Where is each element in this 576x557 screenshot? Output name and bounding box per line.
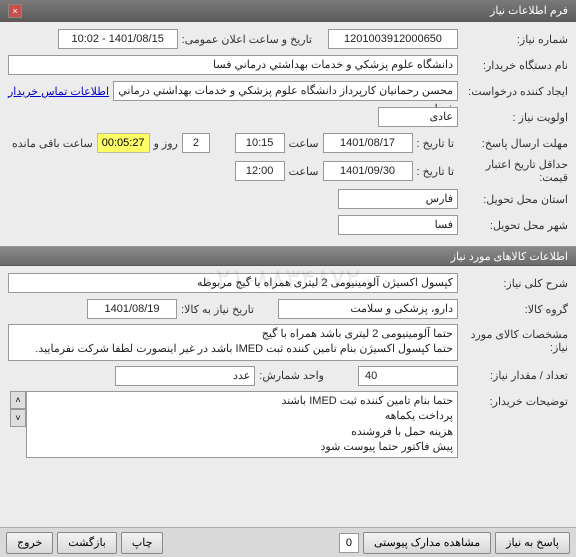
back-button[interactable]: بازگشت	[57, 532, 117, 554]
min-valid-time: 12:00	[235, 161, 285, 181]
group-label: گروه کالا:	[458, 303, 568, 316]
exit-button[interactable]: خروج	[6, 532, 53, 554]
buyer-notes-label: توضیحات خریدار:	[458, 391, 568, 459]
min-valid-label: حداقل تاریخ اعتبار قیمت:	[458, 158, 568, 184]
city-label: شهر محل تحویل:	[458, 219, 568, 232]
qty-value: 40	[358, 366, 458, 386]
deadline-time: 10:15	[235, 133, 285, 153]
spec-label: مشخصات کالای مورد نیاز:	[458, 324, 568, 354]
window-titlebar: فرم اطلاعات نیاز ×	[0, 0, 576, 22]
need-info-panel: شماره نیاز: 1201003912000650 تاریخ و ساع…	[0, 22, 576, 246]
close-icon[interactable]: ×	[8, 4, 22, 18]
need-date-value: 1401/08/19	[87, 299, 177, 319]
province-value: فارس	[338, 189, 458, 209]
remaining-label: ساعت باقی مانده	[8, 137, 97, 150]
priority-value: عادی	[378, 107, 458, 127]
need-number-label: شماره نیاز:	[458, 33, 568, 46]
countdown-timer: 00:05:27	[97, 133, 150, 153]
qty-label: تعداد / مقدار نیاز:	[458, 369, 568, 382]
need-date-label: تاریخ نیاز به کالا:	[177, 303, 258, 316]
buyer-notes-value[interactable]	[26, 391, 458, 459]
group-value: دارو، پزشکی و سلامت	[278, 299, 458, 319]
priority-label: اولویت نیاز :	[458, 111, 568, 124]
deadline-time-label: ساعت	[285, 137, 323, 150]
unit-value: عدد	[115, 366, 255, 386]
print-button[interactable]: چاپ	[121, 532, 164, 554]
days-and-label: روز و	[150, 137, 182, 150]
window-title: فرم اطلاعات نیاز	[490, 0, 568, 22]
min-valid-date: 1401/09/30	[323, 161, 413, 181]
city-value: فسا	[338, 215, 458, 235]
desc-label: شرح کلی نیاز:	[458, 277, 568, 290]
footer-toolbar: پاسخ به نیاز مشاهده مدارک پیوستی 0 چاپ ب…	[0, 527, 576, 557]
deadline-date: 1401/08/17	[323, 133, 413, 153]
attachments-count: 0	[339, 533, 359, 553]
reply-button[interactable]: پاسخ به نیاز	[495, 532, 570, 554]
scroll-down-icon[interactable]: ˅	[10, 409, 26, 427]
attachments-button[interactable]: مشاهده مدارک پیوستی	[363, 532, 491, 554]
creator-label: ایجاد کننده درخواست:	[458, 85, 568, 98]
buyer-value: دانشگاه علوم پزشکي و خدمات بهداشتي درمان…	[8, 55, 458, 75]
items-panel: شرح کلی نیاز: کپسول اکسیژن آلومینیومی 2 …	[0, 266, 576, 468]
deadline-reply-label: مهلت ارسال پاسخ:	[458, 137, 568, 150]
notes-scroll: ˄ ˅	[10, 391, 26, 459]
province-label: استان محل تحویل:	[458, 193, 568, 206]
min-valid-time-label: ساعت	[285, 165, 323, 178]
items-section-header: اطلاعات کالاهای مورد نیاز	[0, 246, 576, 266]
min-valid-to-label: تا تاریخ :	[413, 165, 458, 178]
creator-value: محسن رحمانیان کارپرداز دانشگاه علوم پزشک…	[113, 81, 458, 101]
need-number-value: 1201003912000650	[328, 29, 458, 49]
announce-value: 1401/08/15 - 10:02	[58, 29, 178, 49]
scroll-up-icon[interactable]: ˄	[10, 391, 26, 409]
spec-value	[8, 324, 458, 361]
desc-value: کپسول اکسیژن آلومینیومی 2 لیتری همراه با…	[8, 273, 458, 293]
announce-label: تاریخ و ساعت اعلان عمومی:	[178, 33, 316, 46]
contact-buyer-link[interactable]: اطلاعات تماس خریدار	[8, 85, 109, 98]
deadline-to-label: تا تاریخ :	[413, 137, 458, 150]
days-remaining: 2	[182, 133, 210, 153]
buyer-label: نام دستگاه خریدار:	[458, 59, 568, 72]
unit-label: واحد شمارش:	[255, 369, 328, 382]
